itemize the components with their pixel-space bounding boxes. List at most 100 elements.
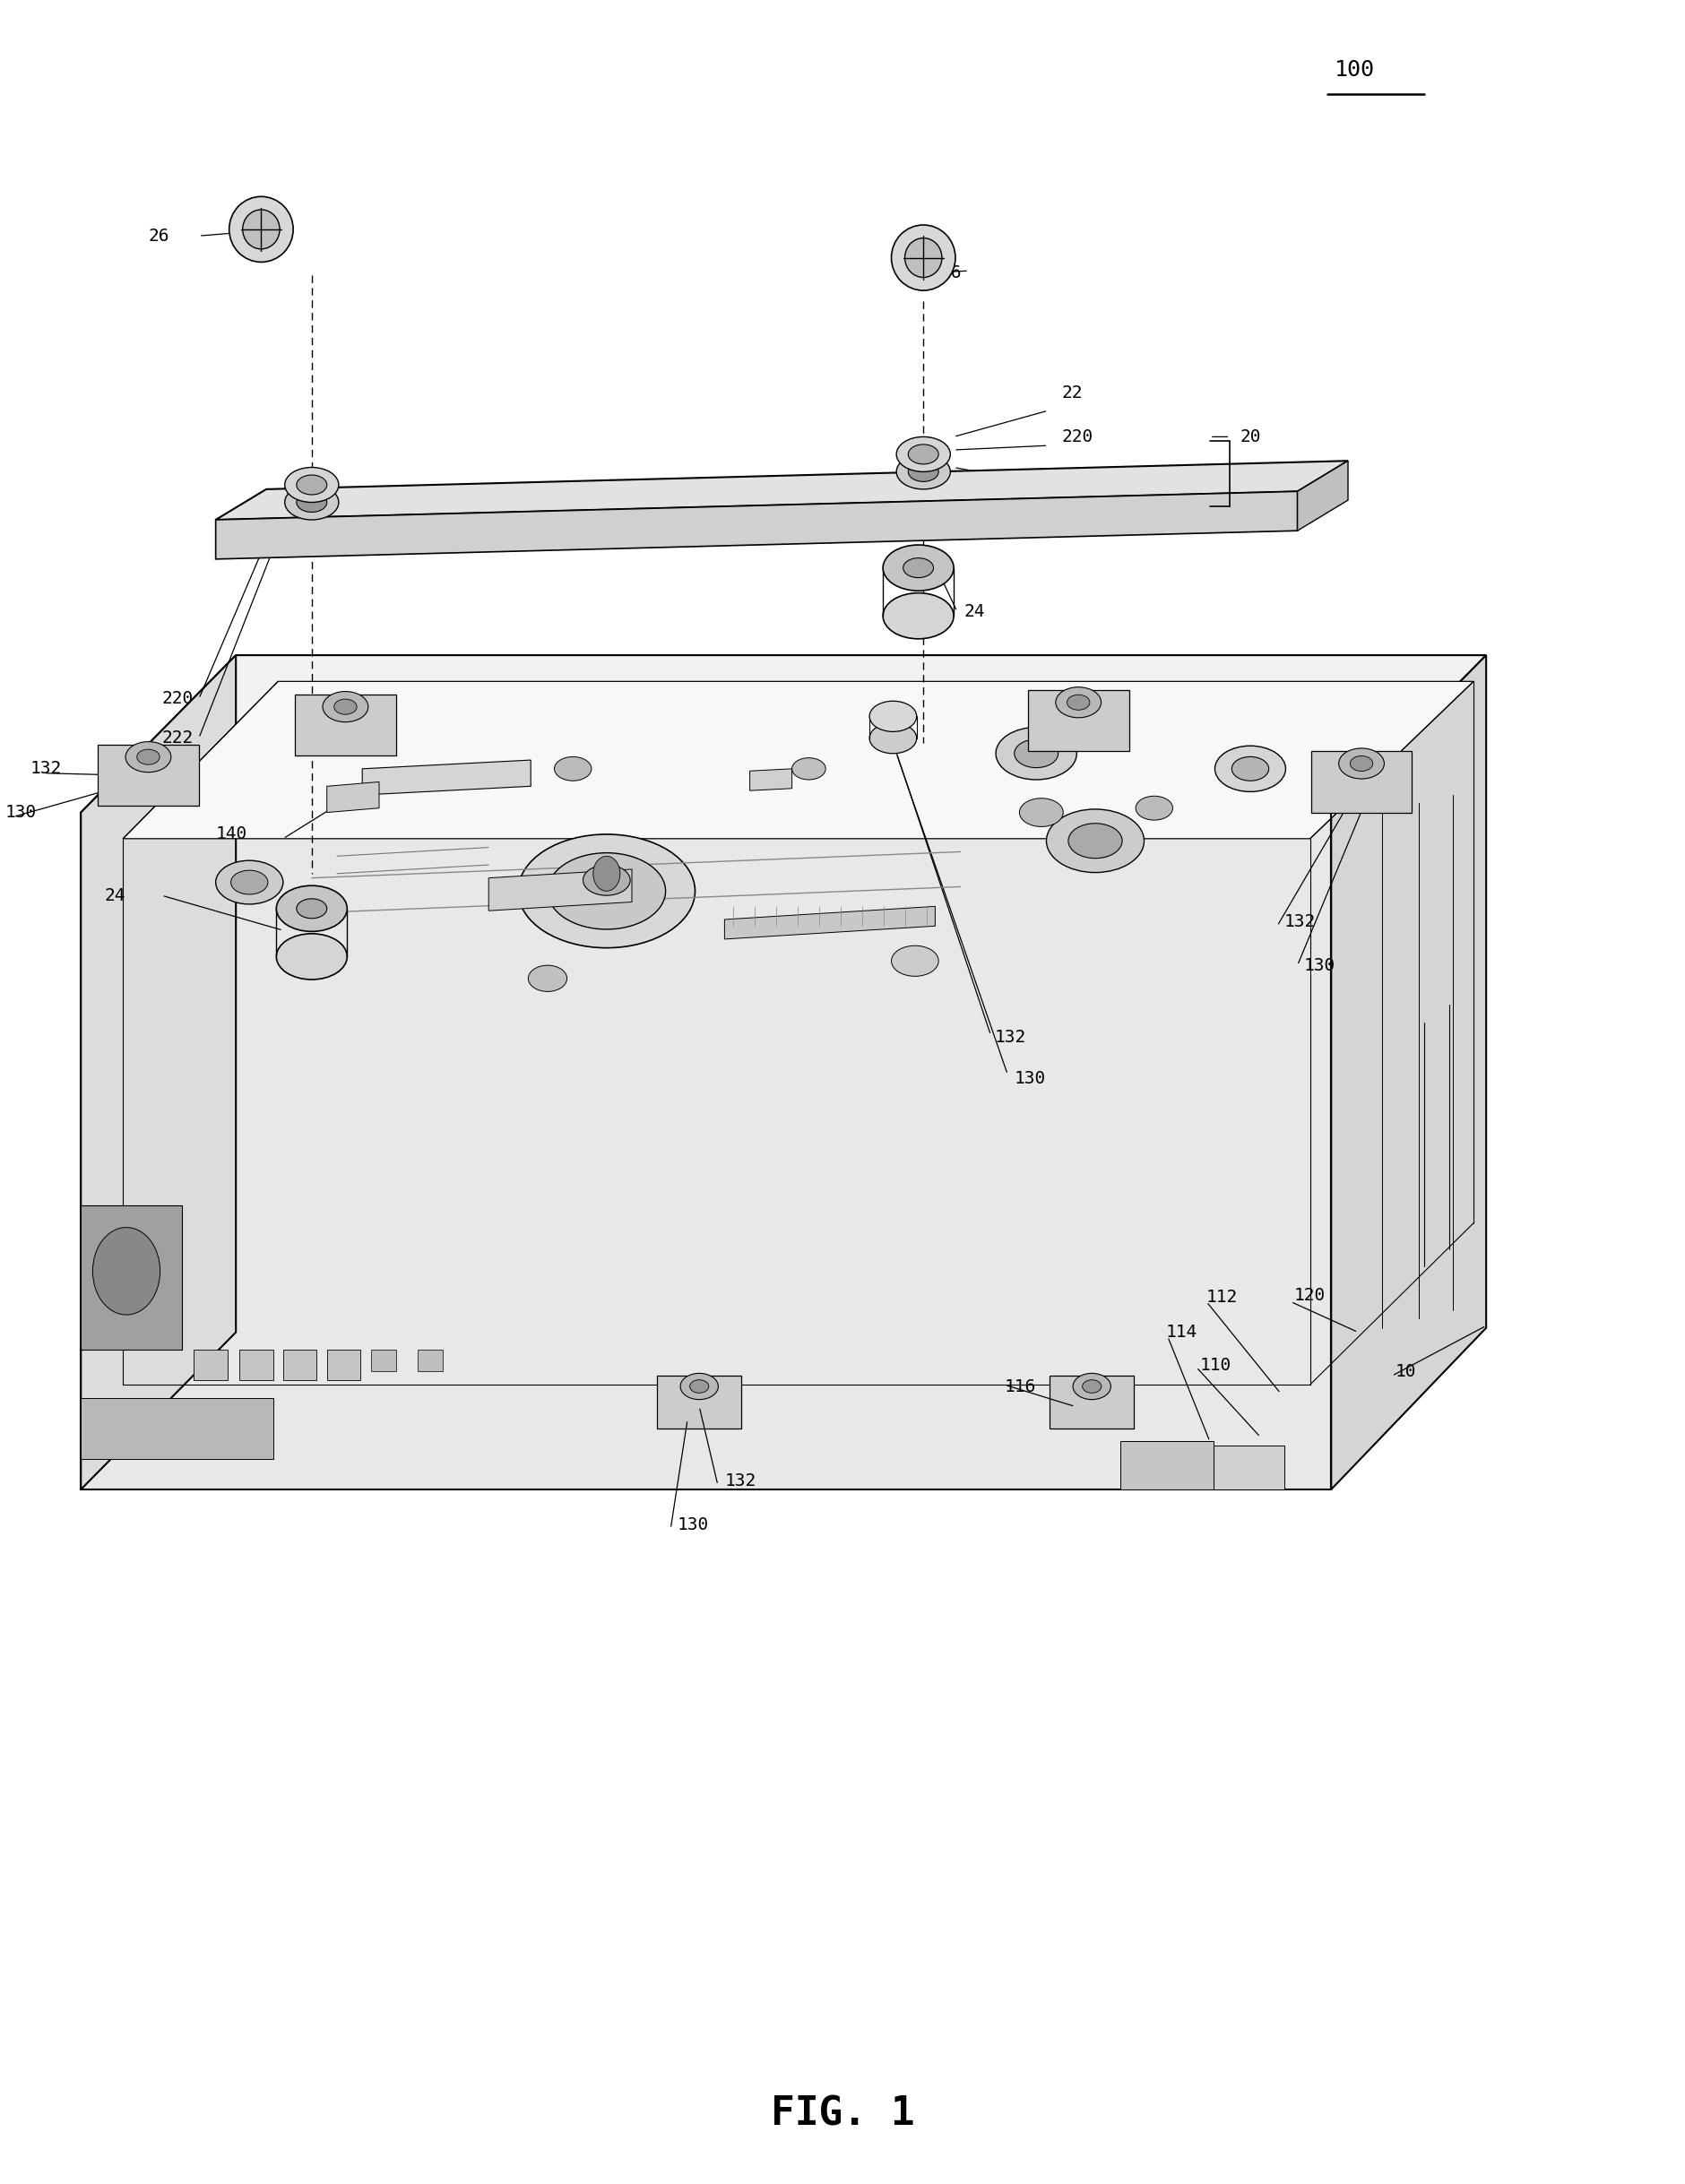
Text: 130: 130 (1304, 957, 1336, 974)
Text: 220: 220 (1062, 428, 1094, 446)
Ellipse shape (1046, 808, 1144, 874)
Text: 132: 132 (1284, 913, 1316, 930)
Ellipse shape (996, 727, 1077, 780)
Polygon shape (327, 782, 379, 812)
Text: 132: 132 (725, 1472, 757, 1489)
Ellipse shape (1215, 745, 1286, 791)
Ellipse shape (285, 467, 339, 502)
Ellipse shape (1014, 738, 1058, 767)
Text: FIG. 1: FIG. 1 (770, 2094, 915, 2134)
Polygon shape (418, 1350, 443, 1372)
Ellipse shape (869, 701, 917, 732)
Polygon shape (81, 655, 236, 1489)
Polygon shape (81, 812, 1331, 1489)
Polygon shape (98, 745, 199, 806)
Polygon shape (1297, 461, 1348, 531)
Text: 100: 100 (1335, 59, 1375, 81)
Text: 112: 112 (1206, 1289, 1238, 1306)
Ellipse shape (285, 485, 339, 520)
Polygon shape (1028, 690, 1129, 751)
Text: 10: 10 (1395, 1363, 1415, 1380)
Ellipse shape (1082, 1380, 1102, 1393)
Ellipse shape (908, 446, 939, 465)
Text: 140: 140 (216, 826, 248, 843)
Ellipse shape (136, 749, 160, 764)
Ellipse shape (297, 474, 327, 494)
Circle shape (593, 856, 620, 891)
Ellipse shape (1019, 799, 1063, 828)
Polygon shape (216, 461, 1348, 520)
Text: 24: 24 (104, 887, 125, 904)
Ellipse shape (276, 887, 347, 933)
Polygon shape (283, 1350, 317, 1380)
Ellipse shape (231, 871, 268, 895)
Polygon shape (657, 1376, 741, 1428)
Polygon shape (295, 695, 396, 756)
Text: 132: 132 (30, 760, 62, 778)
Ellipse shape (689, 1380, 709, 1393)
Ellipse shape (529, 965, 566, 992)
Text: 130: 130 (5, 804, 37, 821)
Ellipse shape (276, 935, 347, 978)
Ellipse shape (229, 197, 293, 262)
Text: 110: 110 (1200, 1356, 1232, 1374)
Text: 220: 220 (162, 690, 194, 708)
Ellipse shape (1067, 695, 1090, 710)
Ellipse shape (891, 225, 955, 290)
Text: 132: 132 (994, 1029, 1026, 1046)
Polygon shape (81, 1398, 273, 1459)
Polygon shape (1121, 1441, 1213, 1489)
Ellipse shape (1338, 749, 1385, 780)
Ellipse shape (896, 437, 950, 472)
Ellipse shape (883, 594, 954, 640)
Ellipse shape (334, 699, 357, 714)
Polygon shape (1331, 655, 1486, 1489)
Ellipse shape (896, 454, 950, 489)
Polygon shape (1213, 1446, 1284, 1489)
Ellipse shape (908, 461, 939, 483)
Polygon shape (489, 869, 632, 911)
Polygon shape (81, 655, 1486, 812)
Ellipse shape (792, 758, 826, 780)
Text: 222: 222 (1062, 467, 1094, 485)
Ellipse shape (517, 834, 696, 948)
Ellipse shape (1073, 1374, 1110, 1400)
Ellipse shape (1055, 688, 1102, 719)
Polygon shape (1311, 751, 1412, 812)
Polygon shape (216, 491, 1297, 559)
Text: 26: 26 (940, 264, 962, 282)
Text: 20: 20 (1240, 428, 1260, 446)
Polygon shape (123, 681, 1473, 839)
Ellipse shape (681, 1374, 718, 1400)
Polygon shape (371, 1350, 396, 1372)
Text: 130: 130 (1014, 1070, 1046, 1088)
Text: 120: 120 (1294, 1286, 1326, 1304)
Ellipse shape (1068, 823, 1122, 858)
Text: 116: 116 (1004, 1378, 1036, 1396)
Text: 114: 114 (1166, 1324, 1198, 1341)
Ellipse shape (891, 946, 939, 976)
Ellipse shape (297, 491, 327, 513)
Ellipse shape (324, 692, 367, 723)
Polygon shape (327, 1350, 361, 1380)
Ellipse shape (883, 546, 954, 592)
Ellipse shape (869, 723, 917, 753)
Ellipse shape (1136, 797, 1173, 819)
Ellipse shape (905, 238, 942, 277)
Ellipse shape (125, 743, 172, 773)
Polygon shape (194, 1350, 227, 1380)
Polygon shape (81, 1206, 182, 1350)
Ellipse shape (1232, 758, 1269, 782)
Ellipse shape (243, 210, 280, 249)
Polygon shape (1050, 1376, 1134, 1428)
Ellipse shape (1350, 756, 1373, 771)
Text: 130: 130 (677, 1516, 709, 1533)
Polygon shape (362, 760, 531, 795)
Ellipse shape (554, 758, 591, 782)
Circle shape (93, 1227, 160, 1315)
Text: 24: 24 (964, 603, 984, 620)
Ellipse shape (216, 860, 283, 904)
Ellipse shape (583, 865, 630, 895)
Polygon shape (725, 906, 935, 939)
Polygon shape (750, 769, 792, 791)
